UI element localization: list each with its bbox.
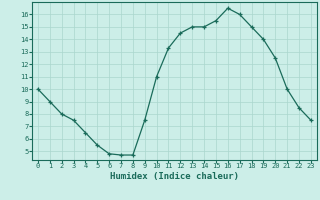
- X-axis label: Humidex (Indice chaleur): Humidex (Indice chaleur): [110, 172, 239, 181]
